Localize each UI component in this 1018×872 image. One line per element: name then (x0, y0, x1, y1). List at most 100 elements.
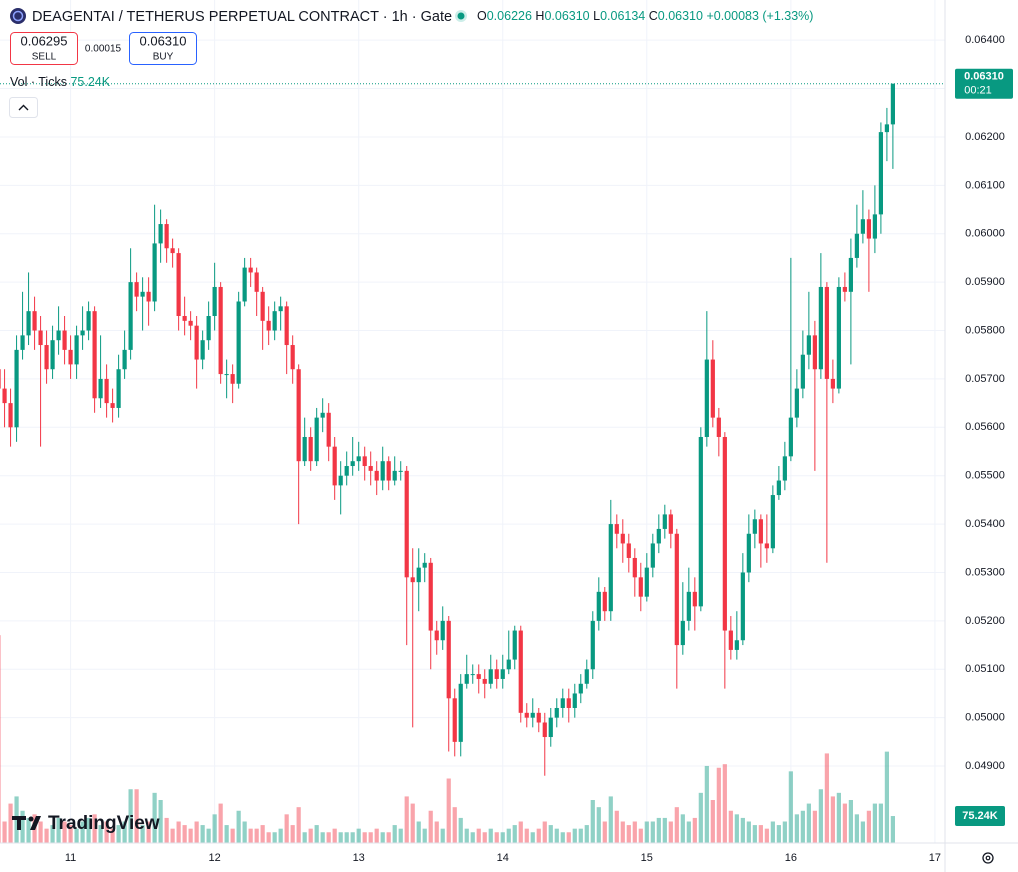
candle-body (290, 345, 295, 370)
candle-body (746, 533, 751, 573)
volume-bar (380, 832, 385, 843)
volume-bar (428, 810, 433, 843)
candle-body (740, 572, 745, 641)
volume-bar (158, 800, 163, 843)
volume-bar (752, 825, 757, 843)
candle-body (650, 543, 655, 568)
candle-body (248, 267, 253, 273)
volume-bar (872, 803, 877, 843)
volume-bar (20, 810, 25, 843)
candle-body (824, 286, 829, 379)
volume-bar (500, 832, 505, 843)
candle-body (434, 630, 439, 641)
y-tick-label: 0.05300 (965, 566, 1005, 578)
candle-body (608, 524, 613, 612)
volume-bar (566, 832, 571, 843)
volume-bar (674, 807, 679, 843)
volume-bar (614, 810, 619, 843)
candle-body (134, 282, 139, 297)
volume-bar (398, 828, 403, 843)
volume-bar (644, 821, 649, 843)
countdown-label: 00:21 (964, 85, 992, 97)
candle-body (50, 340, 55, 370)
volume-bar (26, 817, 31, 843)
candle-body (554, 707, 559, 718)
candle-body (530, 712, 535, 718)
volume-bar (170, 828, 175, 843)
symbol-icon[interactable] (10, 8, 26, 24)
candle-body (860, 219, 865, 234)
volume-bar (224, 825, 229, 843)
volume-bar (890, 816, 895, 843)
volume-bar (818, 789, 823, 843)
candle-body (68, 349, 73, 365)
volume-bar (374, 828, 379, 843)
volume-bar (668, 821, 673, 843)
volume-bar (68, 825, 73, 843)
volume-bar (260, 825, 265, 843)
ohlc-key: O (477, 9, 487, 23)
volume-bar (554, 828, 559, 843)
volume-bar (152, 792, 157, 843)
x-tick-label: 14 (497, 852, 509, 864)
candle-body (242, 267, 247, 302)
volume-bar (356, 828, 361, 843)
ohlc-key: H (535, 9, 544, 23)
buy-button[interactable] (129, 32, 197, 65)
volume-bar (638, 828, 643, 843)
sell-label: SELL (32, 52, 57, 63)
candle-body (542, 722, 547, 738)
volume-bar (680, 814, 685, 843)
volume-bar (656, 817, 661, 843)
volume-legend[interactable]: Vol · Ticks 75.24K (10, 75, 111, 89)
volume-bar (548, 825, 553, 843)
candle-body (296, 369, 301, 462)
volume-bar (458, 817, 463, 843)
candle-body (26, 311, 31, 336)
volume-bar (746, 821, 751, 843)
x-tick-label: 13 (353, 852, 365, 864)
volume-bar (662, 817, 667, 843)
candle-body (428, 562, 433, 631)
candle-body (140, 291, 145, 297)
volume-bar (434, 821, 439, 843)
volume-bar (116, 825, 121, 843)
volume-bar (188, 828, 193, 843)
x-tick-label: 17 (929, 852, 941, 864)
candle-body (656, 528, 661, 544)
volume-bar (530, 832, 535, 843)
candle-body (170, 248, 175, 254)
symbol-title[interactable]: DEAGENTAI / TETHERUS PERPETUAL CONTRACT … (32, 9, 452, 25)
settings-button[interactable] (982, 852, 994, 864)
y-tick-label: 0.05700 (965, 373, 1005, 385)
plot-area (0, 83, 945, 843)
volume-bar (92, 814, 97, 843)
volume-bar (236, 810, 241, 843)
sell-button[interactable] (10, 32, 78, 65)
candle-body (884, 124, 890, 133)
y-tick-label: 0.05400 (965, 518, 1005, 530)
volume-bar (266, 832, 271, 843)
volume-bar (392, 825, 397, 843)
candle-body (8, 403, 13, 428)
volume-bar (536, 828, 541, 843)
candle-body (2, 388, 7, 404)
candle-body (278, 306, 283, 312)
ohlc-value: 0.06310 (544, 9, 589, 23)
volume-bar (86, 817, 91, 843)
candle-body (662, 514, 667, 529)
volume-bar (296, 807, 301, 843)
volume-bar (38, 821, 43, 843)
candle-body (482, 678, 487, 684)
volume-bar (542, 821, 547, 843)
volume-bar (0, 635, 1, 843)
volume-bar (710, 800, 715, 843)
candle-body (98, 378, 103, 399)
volume-bar (368, 832, 373, 843)
collapse-button[interactable] (9, 97, 38, 118)
logo-mark-slash (30, 816, 41, 830)
candle-body (86, 311, 91, 331)
candle-body (602, 591, 607, 612)
volume-last-label: 75.24K (962, 810, 998, 822)
candle-body (698, 436, 703, 607)
